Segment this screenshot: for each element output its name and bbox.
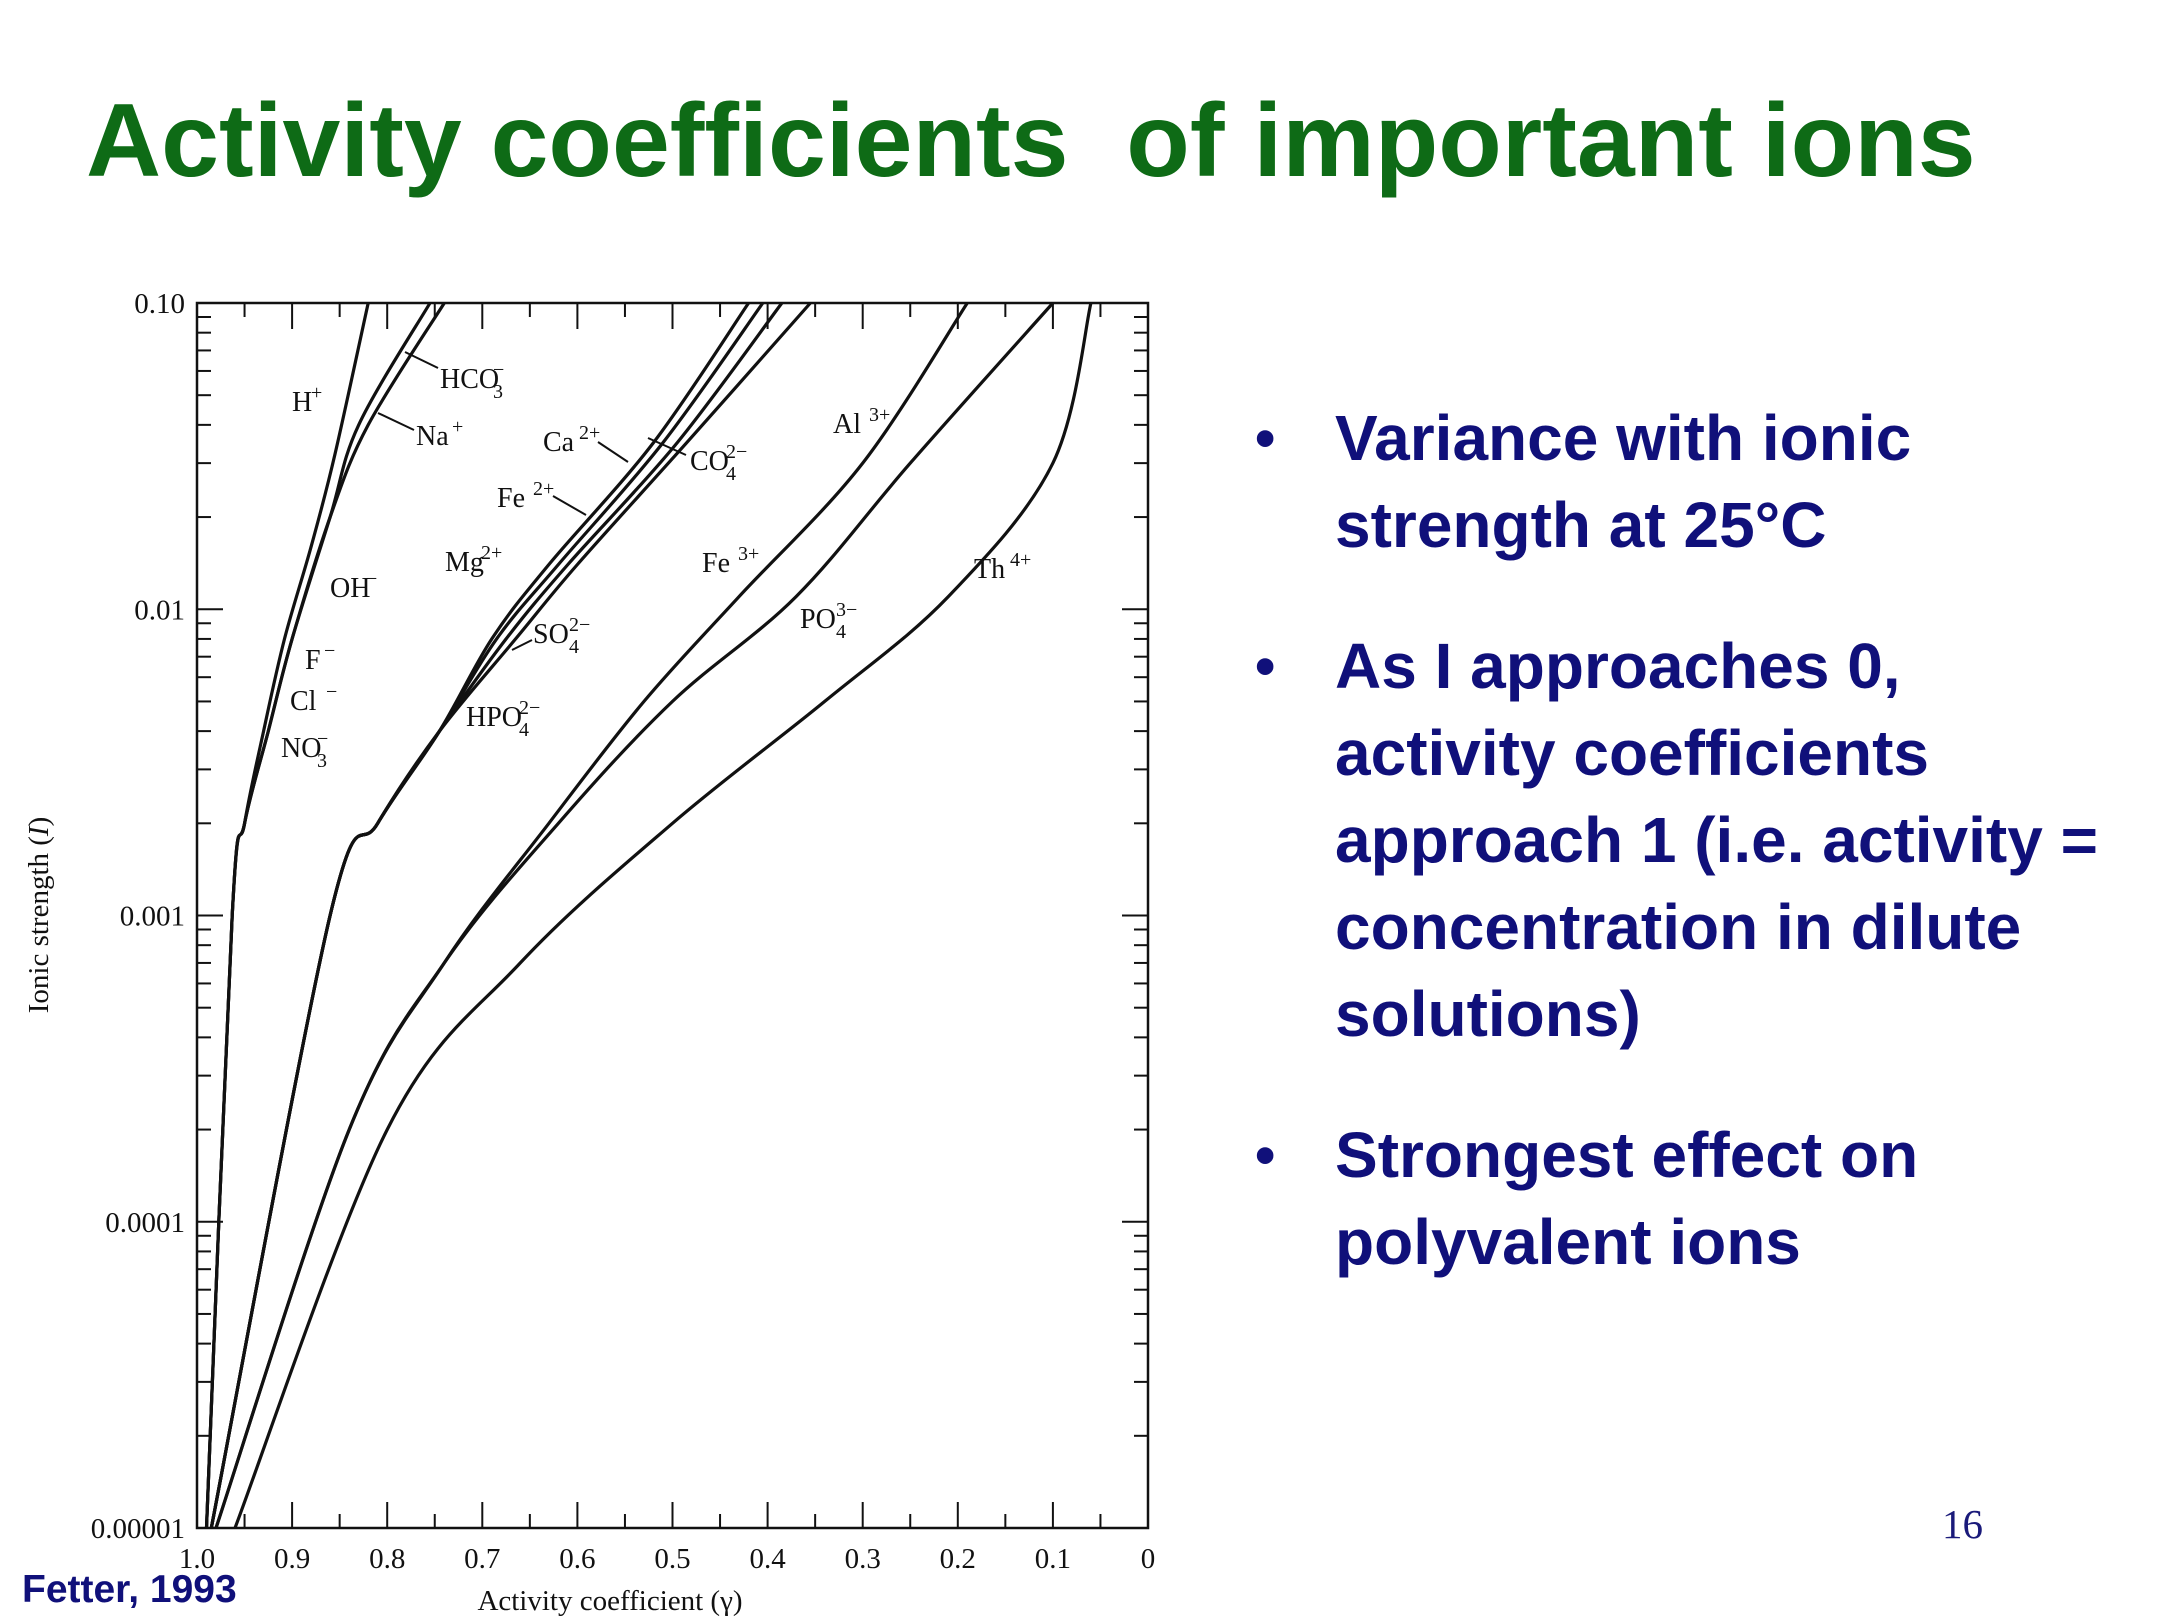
- x-tick-label: 1.0: [179, 1543, 215, 1575]
- page-number: 16: [1942, 1501, 1983, 1547]
- x-tick-label: 0.9: [274, 1543, 310, 1575]
- ion-label: Cl −: [290, 681, 337, 717]
- leader-line: [647, 437, 687, 456]
- x-tick-label: 0: [1141, 1543, 1156, 1575]
- ion-label: Th 4+: [974, 549, 1031, 585]
- y-axis-title: Ionic strength (I): [23, 817, 55, 1014]
- ion-labels: H+ HCO− 3 Na + Ca 2+ CO2− 4 Al 3+ Fe 2+ Mg2+ Fe 3+ Th 4+ O…: [281, 359, 1031, 772]
- y-tick-label: 0.00001: [91, 1513, 185, 1545]
- ion-label: HCO− 3: [440, 359, 504, 403]
- x-tick-label: 0.6: [559, 1543, 595, 1575]
- ion-label: Ca 2+: [543, 422, 600, 458]
- series-line: [204, 302, 446, 1529]
- leader-line: [552, 495, 587, 516]
- citation: Fetter, 1993: [22, 1568, 237, 1611]
- x-tick-label: 0.2: [940, 1543, 976, 1575]
- leader-line: [404, 351, 439, 369]
- label-leader-lines: [377, 351, 687, 651]
- series-line: [204, 302, 432, 1529]
- activity-coefficient-chart: 1.0 0.9 0.8 0.7 0.6 0.5 0.4 0.3 0.2 0.1 0 0.000010…: [23, 288, 1155, 1617]
- bullet-item: Strongest effect on polyvalent ions: [1255, 1112, 2135, 1286]
- ion-label: OH−: [330, 568, 377, 604]
- x-tick-label: 0.7: [464, 1543, 500, 1575]
- series-line: [209, 302, 765, 1529]
- ion-label: Mg2+: [445, 542, 502, 578]
- x-tick-label: 0.4: [749, 1543, 786, 1575]
- ion-label: Fe 2+: [497, 478, 554, 514]
- ion-label: H+: [292, 382, 322, 418]
- series-line: [233, 302, 1093, 1529]
- series-line: [214, 301, 1055, 1529]
- ion-label: HPO2− 4: [466, 697, 540, 741]
- ion-label: PO3− 4: [800, 599, 857, 643]
- bullet-item: Variance with ionic strength at 25°C: [1255, 395, 2135, 569]
- ion-label: Al 3+: [833, 404, 890, 440]
- y-axis: 0.00001 0.0001 0.001 0.01 0.10: [91, 288, 1148, 1545]
- x-tick-label: 0.8: [369, 1543, 405, 1575]
- ion-label: Na +: [416, 416, 463, 452]
- x-tick-label: 0.3: [845, 1543, 881, 1575]
- x-tick-label: 0.5: [654, 1543, 690, 1575]
- x-axis-title: Activity coefficient (γ): [477, 1585, 742, 1617]
- leader-line: [377, 412, 415, 431]
- leader-line: [511, 639, 533, 651]
- ion-label: F −: [305, 640, 335, 676]
- y-tick-label: 0.01: [134, 594, 185, 626]
- bullet-list: Variance with ionic strength at 25°C As …: [1255, 395, 2135, 1340]
- y-tick-label: 0.001: [120, 901, 185, 933]
- x-axis: 1.0 0.9 0.8 0.7 0.6 0.5 0.4 0.3 0.2 0.1 0: [179, 303, 1155, 1575]
- leader-line: [597, 441, 629, 463]
- x-tick-label: 0.1: [1035, 1543, 1071, 1575]
- ion-label: Fe 3+: [702, 543, 759, 579]
- y-tick-label: 0.0001: [105, 1207, 185, 1239]
- ion-label: NO− 3: [281, 728, 328, 772]
- series-line: [209, 301, 812, 1529]
- ion-label: SO2− 4: [533, 614, 590, 658]
- slide-title: Activity coefficients of important ions: [86, 83, 1976, 199]
- ion-label: CO2− 4: [690, 441, 747, 485]
- bullet-item: As I approaches 0, activity coefficients…: [1255, 623, 2135, 1058]
- curves: [204, 301, 1093, 1529]
- y-tick-label: 0.10: [134, 288, 185, 320]
